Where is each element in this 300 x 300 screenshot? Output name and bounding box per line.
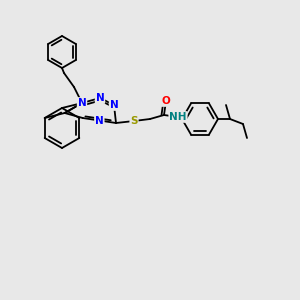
Text: N: N: [78, 98, 86, 108]
Text: O: O: [162, 96, 170, 106]
Text: N: N: [96, 93, 104, 103]
Text: N: N: [110, 100, 118, 110]
Text: S: S: [130, 116, 138, 126]
Text: NH: NH: [169, 112, 187, 122]
Text: N: N: [95, 116, 104, 125]
